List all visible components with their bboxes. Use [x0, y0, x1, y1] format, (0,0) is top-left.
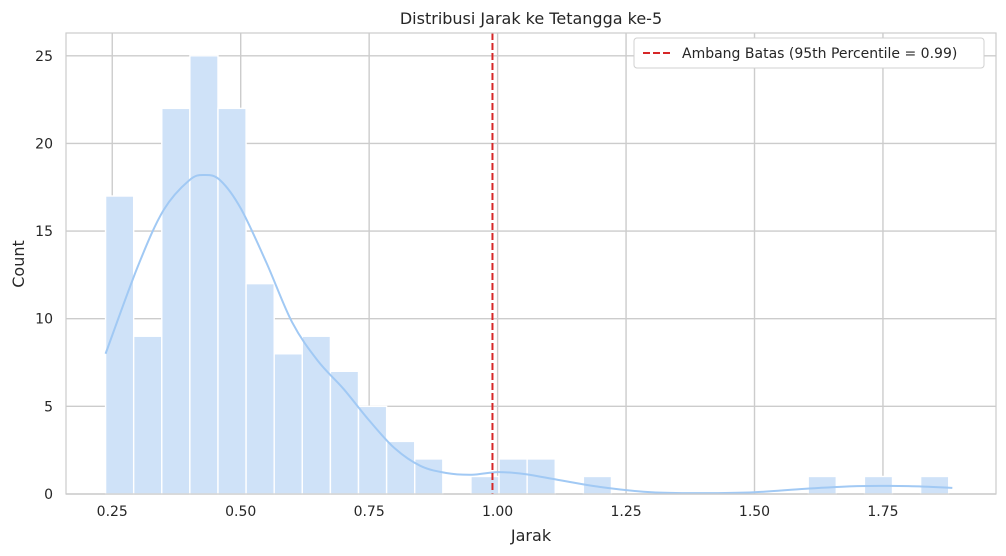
y-tick-label-0: 0 [44, 487, 53, 503]
histogram-bar-4 [217, 107, 247, 495]
histogram-bar-1 [132, 335, 163, 495]
histogram-bar-14 [498, 458, 528, 495]
x-tick-labels: 0.25 0.50 0.75 1.00 1.25 1.50 1.75 [97, 504, 899, 520]
histogram-bars [104, 55, 950, 495]
y-tick-label-1: 5 [44, 399, 53, 415]
y-axis-title: Count [9, 240, 28, 288]
legend-box [633, 37, 985, 69]
x-tick-label-1: 0.50 [225, 504, 256, 520]
y-tick-label-3: 15 [35, 224, 53, 240]
histogram-bar-9 [357, 405, 388, 495]
y-tick-label-5: 25 [35, 49, 53, 65]
histogram-bar-29 [919, 475, 950, 495]
x-tick-label-3: 1.00 [482, 504, 513, 520]
histogram-bar-5 [245, 282, 275, 495]
x-tick-label-5: 1.50 [739, 504, 770, 520]
histogram-bar-13 [470, 475, 500, 495]
histogram-bar-6 [273, 353, 304, 495]
histogram-bar-25 [807, 475, 838, 495]
plot-area-frame [65, 32, 997, 495]
y-tick-labels: 0 5 10 15 20 25 [35, 49, 53, 503]
histogram-bar-10 [385, 440, 416, 495]
y-tick-label-2: 10 [35, 312, 53, 328]
legend: Ambang Batas (95th Percentile = 0.99) [633, 37, 985, 69]
x-tick-label-6: 1.75 [867, 504, 898, 520]
x-tick-label-2: 0.75 [354, 504, 385, 520]
chart-title: Distribusi Jarak ke Tetangga ke-5 [400, 9, 662, 28]
kde-curve-group [104, 173, 953, 495]
histogram-bar-3 [189, 55, 219, 495]
x-tick-label-4: 1.25 [610, 504, 641, 520]
histogram-bar-8 [329, 370, 360, 495]
x-tick-label-0: 0.25 [97, 504, 128, 520]
y-tick-label-4: 20 [35, 136, 53, 152]
histogram-bar-2 [161, 107, 191, 495]
legend-label: Ambang Batas (95th Percentile = 0.99) [682, 46, 957, 62]
kde-curve [104, 173, 953, 495]
x-axis-title: Jarak [510, 526, 552, 545]
